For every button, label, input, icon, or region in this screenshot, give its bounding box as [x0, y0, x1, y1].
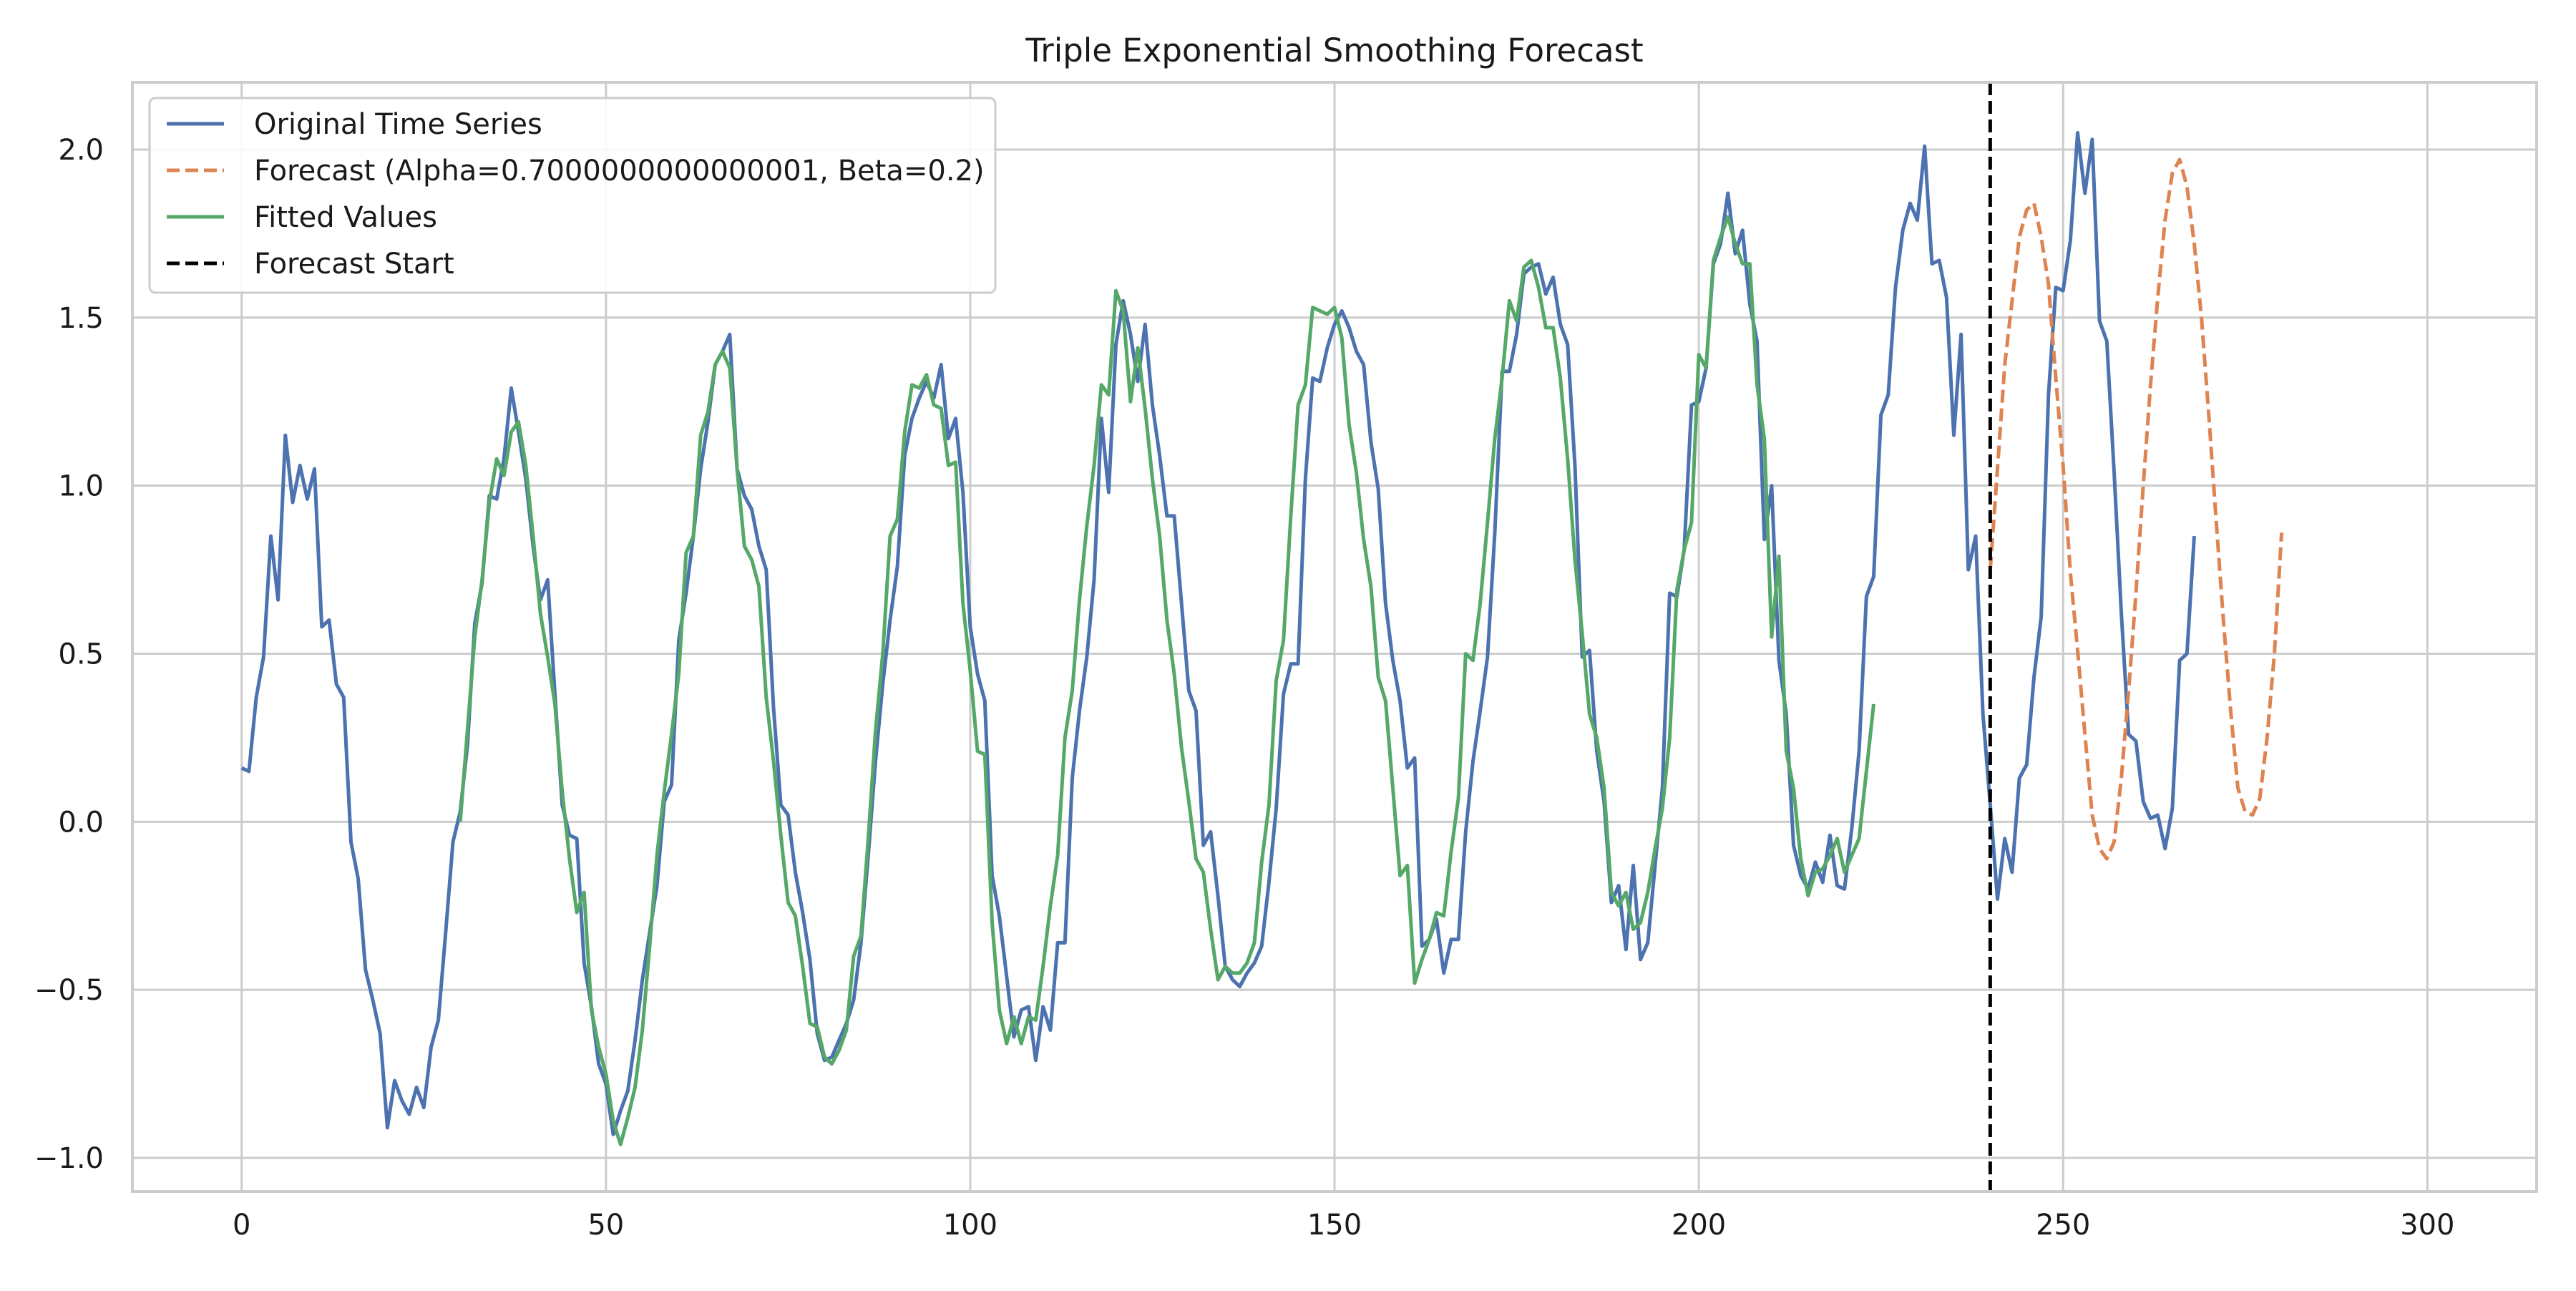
legend-label: Original Time Series — [254, 108, 542, 141]
x-tick-label: 150 — [1307, 1209, 1362, 1242]
series-line-2 — [458, 215, 1875, 1146]
y-tick-label: 1.0 — [58, 470, 104, 503]
legend: Original Time Series Forecast (Alpha=0.70… — [148, 97, 997, 294]
y-tick-label: −1.0 — [34, 1142, 104, 1175]
x-tick-label: 0 — [233, 1209, 250, 1242]
chart-title: Triple Exponential Smoothing Forecast — [1025, 31, 1643, 69]
x-tick-label: 300 — [2400, 1209, 2454, 1242]
legend-label: Forecast (Alpha=0.7000000000000001, Beta… — [254, 155, 985, 187]
y-axis-ticks: −1.0 −0.5 0.0 0.5 1.0 1.5 2.0 — [34, 134, 104, 1175]
y-tick-label: 0.0 — [58, 806, 104, 839]
grid — [132, 82, 2537, 1192]
series-layer — [240, 131, 2284, 1146]
plot-frame — [131, 81, 2538, 1193]
y-tick-label: 0.5 — [58, 638, 104, 671]
x-tick-label: 50 — [587, 1209, 624, 1242]
x-axis-ticks: 0 50 100 150 200 250 300 — [233, 1209, 2454, 1242]
legend-label: Fitted Values — [254, 201, 437, 234]
x-tick-label: 250 — [2036, 1209, 2090, 1242]
y-tick-label: 1.5 — [58, 302, 104, 335]
x-tick-label: 200 — [1672, 1209, 1726, 1242]
series-line-1 — [1988, 157, 2284, 861]
y-tick-label: −0.5 — [34, 974, 104, 1007]
legend-box — [148, 97, 997, 294]
x-tick-label: 100 — [943, 1209, 997, 1242]
y-tick-label: 2.0 — [58, 134, 104, 167]
legend-label: Forecast Start — [254, 248, 454, 281]
